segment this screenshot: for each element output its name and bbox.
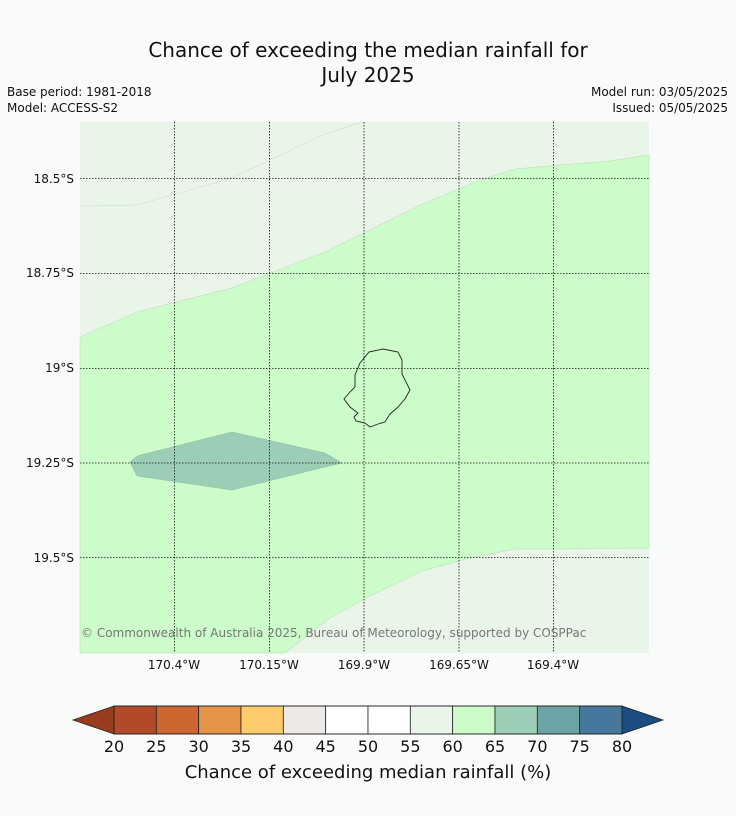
colorbar-tick-label: 35 xyxy=(230,737,252,756)
map-gridlines xyxy=(80,122,649,653)
lat-label-19: 19°S xyxy=(45,361,74,375)
colorbar-under-arrow xyxy=(71,705,115,735)
colorbar-tick-label: 60 xyxy=(442,737,463,756)
colorbar-title: Chance of exceeding median rainfall (%) xyxy=(184,762,552,783)
map-title-line2: July 2025 xyxy=(321,63,415,87)
issued-text: Issued: 05/05/2025 xyxy=(612,101,728,115)
map-title-line1: Chance of exceeding the median rainfall … xyxy=(148,38,588,62)
colorbar-cell xyxy=(155,705,200,735)
colorbar-tick-label: 45 xyxy=(315,737,336,756)
lat-label-19-25: 19.25°S xyxy=(26,456,74,470)
lon-label-169-4: 169.4°W xyxy=(526,658,580,672)
colorbar-frame xyxy=(113,705,623,735)
colorbar-over-arrow xyxy=(621,705,665,735)
colorbar-cell xyxy=(240,705,284,735)
colorbar-tick-label: 75 xyxy=(569,737,590,756)
lon-label-169-65: 169.65°W xyxy=(429,658,489,672)
colorbar-cell xyxy=(409,705,454,735)
base-period-text: Base period: 1981-2018 xyxy=(7,85,152,99)
colorbar-tick-label: 25 xyxy=(146,737,167,756)
lon-label-169-9: 169.9°W xyxy=(337,658,391,672)
colorbar-tick-label: 50 xyxy=(357,737,379,756)
colorbar-tick-label: 80 xyxy=(611,737,633,756)
lat-label-18-75: 18.75°S xyxy=(26,266,74,280)
colorbar-cell xyxy=(452,705,496,735)
colorbar-cell xyxy=(282,705,327,735)
region-60-65 xyxy=(79,154,650,654)
colorbar-cell xyxy=(494,705,538,735)
model-run-text: Model run: 03/05/2025 xyxy=(590,85,728,99)
colorbar-cell xyxy=(198,705,242,735)
lat-label-18-5: 18.5°S xyxy=(33,172,74,186)
island-outline xyxy=(343,348,411,428)
lon-label-170-4: 170.4°W xyxy=(147,658,201,672)
model-text: Model: ACCESS-S2 xyxy=(7,101,119,115)
lat-label-19-5: 19.5°S xyxy=(33,551,74,565)
colorbar-tick-label: 30 xyxy=(188,737,209,756)
colorbar-cell xyxy=(325,705,369,735)
colorbar xyxy=(71,705,665,735)
colorbar-tick-label: 40 xyxy=(273,737,294,756)
colorbar-cell xyxy=(113,705,157,735)
colorbar-cell xyxy=(579,705,623,735)
colorbar-tick-label: 70 xyxy=(527,737,548,756)
colorbar-tick-label: 65 xyxy=(484,737,506,756)
copyright-text: © Commonwealth of Australia 2025, Bureau… xyxy=(81,626,587,640)
lon-label-170-15: 170.15°W xyxy=(239,658,299,672)
colorbar-cell xyxy=(536,705,581,735)
colorbar-tick-label: 20 xyxy=(103,737,125,756)
region-55-60-edge xyxy=(79,121,363,207)
colorbar-tick-label: 55 xyxy=(400,737,421,756)
colorbar-cell xyxy=(367,705,411,735)
